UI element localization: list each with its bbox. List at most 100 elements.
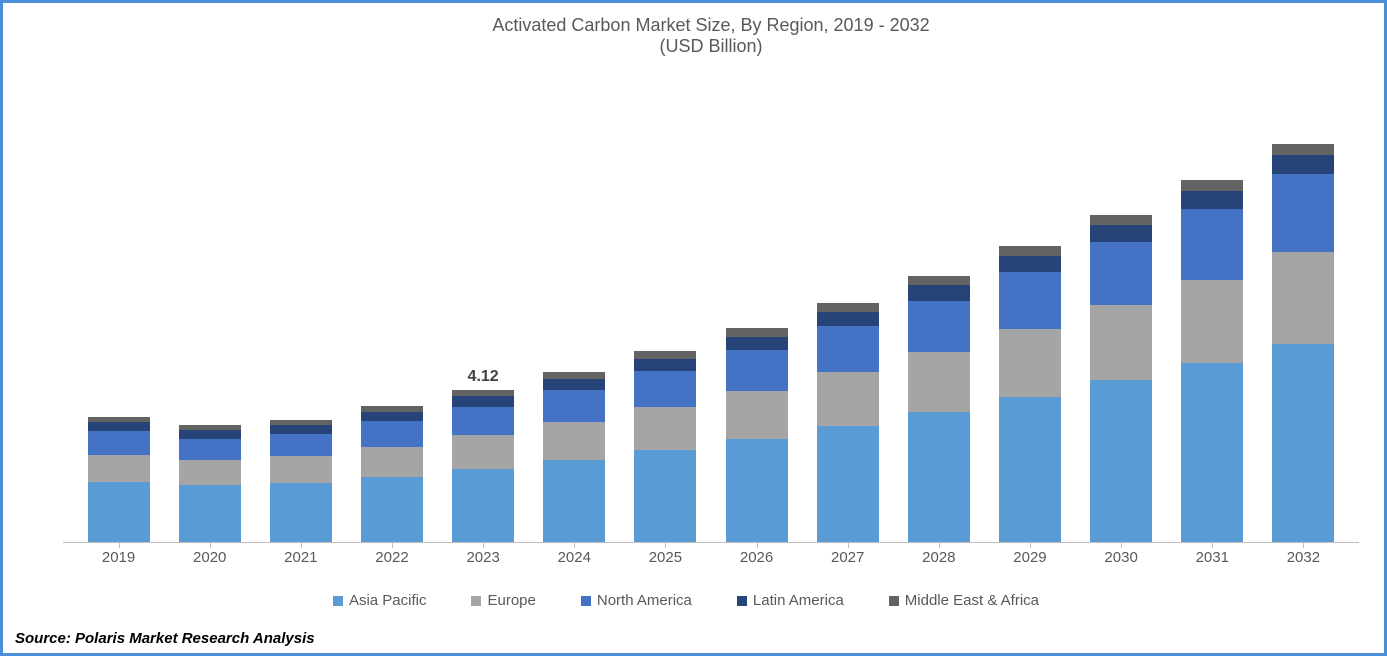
bar-segment xyxy=(1272,174,1334,252)
bar-group xyxy=(817,303,879,542)
x-axis-tick: 2021 xyxy=(270,549,332,566)
data-label: 4.12 xyxy=(468,368,499,386)
bar-segment xyxy=(543,390,605,422)
bar-segment xyxy=(1090,380,1152,542)
bar-segment xyxy=(817,312,879,326)
x-axis-tick: 2022 xyxy=(361,549,423,566)
x-axis-tick: 2030 xyxy=(1090,549,1152,566)
bar-segment xyxy=(270,425,332,434)
legend-item: Asia Pacific xyxy=(333,592,427,609)
bar-segment xyxy=(1181,209,1243,279)
bar-segment xyxy=(543,372,605,379)
bar-segment xyxy=(817,303,879,312)
bar-group xyxy=(543,372,605,542)
bar-segment xyxy=(88,422,150,431)
bar-segment xyxy=(908,301,970,352)
legend-item: Latin America xyxy=(737,592,844,609)
bar-segment xyxy=(88,482,150,542)
bar-segment xyxy=(88,431,150,454)
bar-segment xyxy=(817,372,879,426)
x-axis-tick: 2025 xyxy=(634,549,696,566)
bar-segment xyxy=(726,439,788,542)
bar-segment xyxy=(270,434,332,456)
legend-swatch xyxy=(471,596,481,606)
bar-segment xyxy=(179,430,241,438)
bar-segment xyxy=(999,246,1061,256)
bar-segment xyxy=(270,483,332,542)
bar-segment xyxy=(634,351,696,359)
bar-segment xyxy=(726,337,788,350)
legend-item: Europe xyxy=(471,592,535,609)
bar-segment xyxy=(179,485,241,542)
bar-group xyxy=(1090,215,1152,542)
bar-segment xyxy=(1090,305,1152,380)
bar-segment xyxy=(361,477,423,542)
bar-segment xyxy=(999,256,1061,272)
bar-segment xyxy=(634,359,696,371)
bar-group xyxy=(1181,180,1243,542)
bar-group xyxy=(634,351,696,542)
bar-segment xyxy=(452,396,514,407)
bar-segment xyxy=(908,412,970,542)
bar-segment xyxy=(1181,191,1243,209)
bar-segment xyxy=(726,328,788,336)
x-axis-tick: 2027 xyxy=(817,549,879,566)
chart-inner: Activated Carbon Market Size, By Region,… xyxy=(3,3,1384,626)
legend-label: Asia Pacific xyxy=(349,592,427,609)
legend-label: Latin America xyxy=(753,592,844,609)
bar-group xyxy=(908,276,970,542)
bar-segment xyxy=(1272,344,1334,542)
bar-segment xyxy=(361,447,423,477)
legend-swatch xyxy=(737,596,747,606)
bar-segment xyxy=(817,326,879,372)
x-axis-tick: 2028 xyxy=(908,549,970,566)
bar-group xyxy=(361,406,423,542)
bar-segment xyxy=(361,412,423,422)
legend-label: North America xyxy=(597,592,692,609)
bar-segment xyxy=(1181,180,1243,191)
bar-segment xyxy=(999,272,1061,329)
bars-wrapper: 4.12 xyxy=(63,67,1359,542)
legend-item: North America xyxy=(581,592,692,609)
bar-group xyxy=(999,246,1061,542)
x-axis-tick: 2019 xyxy=(88,549,150,566)
x-axis-tick: 2020 xyxy=(179,549,241,566)
chart-title-block: Activated Carbon Market Size, By Region,… xyxy=(63,15,1359,57)
bar-segment xyxy=(634,450,696,542)
legend-swatch xyxy=(889,596,899,606)
x-axis-tick: 2029 xyxy=(999,549,1061,566)
bar-group xyxy=(270,420,332,542)
bar-group xyxy=(179,425,241,542)
bar-segment xyxy=(634,371,696,407)
chart-subtitle: (USD Billion) xyxy=(63,36,1359,57)
legend-label: Europe xyxy=(487,592,535,609)
bar-segment xyxy=(817,426,879,542)
bar-segment xyxy=(543,422,605,460)
bar-segment xyxy=(361,421,423,446)
chart-container: Activated Carbon Market Size, By Region,… xyxy=(0,0,1387,656)
bar-segment xyxy=(999,329,1061,397)
bar-segment xyxy=(452,435,514,469)
bar-segment xyxy=(1090,225,1152,242)
x-axis-tick: 2024 xyxy=(543,549,605,566)
bar-segment xyxy=(999,397,1061,542)
bar-segment xyxy=(1090,215,1152,226)
bar-segment xyxy=(543,379,605,390)
x-axis: 2019202020212022202320242025202620272028… xyxy=(63,549,1359,566)
bar-group xyxy=(726,328,788,542)
bar-segment xyxy=(1181,280,1243,363)
bar-segment xyxy=(1272,155,1334,174)
bar-group xyxy=(88,417,150,542)
legend-swatch xyxy=(333,596,343,606)
bar-group: 4.12 xyxy=(452,390,514,542)
bar-segment xyxy=(179,439,241,460)
plot-area: 4.12 xyxy=(63,67,1359,543)
bar-segment xyxy=(452,469,514,542)
bar-segment xyxy=(726,350,788,391)
bar-segment xyxy=(908,285,970,300)
legend: Asia Pacific Europe North America Latin Ame… xyxy=(13,584,1359,621)
bar-segment xyxy=(1090,242,1152,305)
bar-segment xyxy=(452,407,514,436)
bar-segment xyxy=(1181,363,1243,542)
x-axis-tick: 2026 xyxy=(726,549,788,566)
